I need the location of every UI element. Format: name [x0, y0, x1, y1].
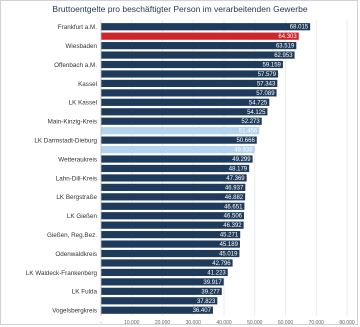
data-label: 52.273 [241, 119, 260, 125]
data-label: 57.089 [256, 91, 275, 97]
data-label: 39.917 [203, 280, 222, 286]
data-label: 57.579 [258, 72, 277, 78]
category-label: Odenwaldkreis [55, 251, 97, 258]
category-label: Gießen, Reg.Bez. [47, 232, 97, 239]
data-label: 59.159 [263, 63, 282, 69]
bar [101, 79, 278, 88]
category-label: LK Darmstadt-Dieburg [34, 138, 97, 145]
bar [101, 70, 279, 78]
data-label: 63.519 [276, 44, 295, 50]
x-tick-label: 30.000 [186, 320, 202, 326]
bar [101, 240, 240, 248]
data-label: 68.015 [290, 25, 309, 31]
bar [101, 183, 246, 191]
category-label: LK Gießen [67, 213, 98, 220]
bar [101, 297, 218, 305]
data-label: 49.299 [232, 157, 251, 163]
bar [101, 231, 241, 239]
category-label: Wetteraukreis [58, 156, 97, 163]
data-label: 42.796 [212, 261, 231, 267]
category-label: LK Bergstraße [56, 194, 97, 201]
bar [101, 117, 262, 125]
x-tick-label: 50.000 [247, 320, 263, 326]
data-label: 51.456 [239, 129, 258, 135]
data-label: 46.651 [224, 204, 243, 210]
data-label: 46.937 [225, 185, 244, 191]
bar [101, 212, 245, 220]
bar [101, 60, 283, 69]
data-label: 45.189 [220, 242, 239, 248]
data-label: 64.303 [278, 34, 297, 40]
data-label: 47.369 [226, 176, 245, 182]
bar [101, 306, 213, 314]
data-label: 48.179 [229, 166, 248, 172]
category-label: Kassel [78, 81, 97, 88]
data-label: 39.277 [201, 289, 220, 295]
bar [101, 98, 270, 106]
data-label: 36.407 [193, 308, 212, 314]
data-label: 41.223 [207, 270, 226, 276]
data-label: 49.938 [234, 148, 253, 154]
category-label: Offenbach a.M. [54, 62, 97, 69]
data-label: 50.666 [236, 138, 255, 144]
x-tick-label: - [100, 320, 102, 326]
category-label: Vogelsbergkreis [52, 308, 97, 315]
category-label: Wiesbaden [65, 43, 97, 50]
bar [101, 164, 250, 173]
category-label: Frankfurt a.M. [58, 24, 97, 31]
data-label: 54.725 [249, 100, 268, 106]
x-tick-label: 80.000 [339, 320, 355, 326]
bar [101, 287, 222, 295]
category-label: Main-Kinzig-Kreis [48, 119, 97, 126]
bar [101, 268, 228, 277]
bar [101, 89, 277, 97]
bar [101, 136, 257, 144]
category-label: Lahn-Dill-Kreis [56, 175, 97, 182]
data-label: 45.019 [219, 252, 238, 258]
category-label: LK Kassel [69, 100, 97, 107]
bar [101, 174, 247, 182]
category-label: LK Waldeck-Frankenberg [26, 270, 98, 277]
bar [101, 23, 311, 31]
x-tick-label: 10.000 [124, 320, 140, 326]
bar [101, 221, 244, 229]
data-label: 37.823 [197, 299, 216, 305]
bar [101, 155, 253, 163]
x-tick-label: 60.000 [278, 320, 294, 326]
data-label: 45.271 [220, 233, 239, 239]
bar [101, 32, 299, 40]
data-label: 57.343 [257, 81, 276, 87]
bar [101, 108, 268, 116]
data-label: 46.882 [225, 195, 244, 201]
data-label: 46.392 [223, 223, 242, 229]
data-label: 46.506 [224, 214, 243, 220]
bar [101, 193, 246, 201]
bar [101, 249, 240, 258]
x-tick-label: 20.000 [155, 320, 171, 326]
bar [101, 51, 295, 59]
bar [101, 259, 233, 267]
bar [101, 127, 260, 135]
chart-title: Bruttoentgelte pro beschäftigter Person … [52, 4, 308, 14]
category-label: LK Fulda [72, 289, 98, 296]
bar [101, 202, 245, 210]
bar [101, 42, 297, 50]
bar [101, 278, 224, 286]
data-label: 62.953 [274, 53, 293, 59]
bar [101, 145, 255, 154]
x-tick-label: 70.000 [309, 320, 325, 326]
x-tick-label: 40.000 [216, 320, 232, 326]
data-label: 54.125 [247, 110, 266, 116]
